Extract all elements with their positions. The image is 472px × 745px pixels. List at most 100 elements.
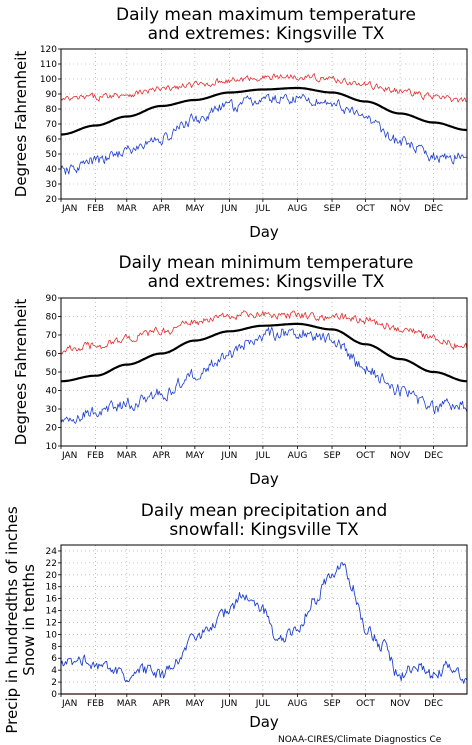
chart-title-line-2: snowfall: Kingsville TX bbox=[169, 520, 359, 540]
x-tick-label: JAN bbox=[61, 699, 77, 709]
y-tick-label: 22 bbox=[46, 559, 57, 569]
x-tick-label: JAN bbox=[61, 204, 77, 214]
y-tick-label: 70 bbox=[46, 120, 58, 130]
x-tick-labels: JAN FEB MAR APR MAY JUN JUL AUG SEP OCT NOV DEC bbox=[60, 446, 443, 461]
y-tick-label: 0 bbox=[51, 690, 57, 700]
x-tick-label: JUL bbox=[255, 204, 270, 214]
x-tick-label: OCT bbox=[356, 451, 375, 461]
plot-frame bbox=[60, 544, 468, 695]
y-tick-label: 10 bbox=[46, 442, 58, 452]
series-lines bbox=[60, 73, 468, 175]
chart-title-line-2: and extremes: Kingsville TX bbox=[148, 24, 385, 44]
x-tick-label: JUN bbox=[220, 204, 237, 214]
chart-title-line-1: Daily mean precipitation and bbox=[141, 501, 388, 521]
y-tick-label: 120 bbox=[40, 45, 57, 55]
x-tick-label: JUL bbox=[255, 699, 270, 709]
y-tick-label: 50 bbox=[46, 368, 58, 378]
x-axis-label: Day bbox=[249, 713, 279, 731]
grid-lines bbox=[61, 545, 467, 694]
y-tick-label: 100 bbox=[40, 75, 57, 85]
x-tick-label: FEB bbox=[87, 699, 104, 709]
y-tick-label: 90 bbox=[46, 294, 58, 304]
x-tick-label: SEP bbox=[324, 204, 341, 214]
y-tick-label: 30 bbox=[46, 180, 58, 190]
x-tick-label: SEP bbox=[324, 699, 341, 709]
panel-min-temperature: Daily mean minimum temperature and extre… bbox=[12, 253, 468, 488]
series-mean-line bbox=[60, 322, 468, 383]
x-tick-label: AUG bbox=[288, 699, 308, 709]
y-tick-label: 80 bbox=[46, 313, 58, 323]
grid-lines bbox=[61, 298, 467, 446]
series-high-line bbox=[60, 310, 468, 355]
y-tick-label: 110 bbox=[40, 60, 57, 70]
y-tick-label: 50 bbox=[46, 150, 58, 160]
y-tick-label: 12 bbox=[46, 618, 57, 628]
y-tick-label: 24 bbox=[46, 547, 58, 557]
y-tick-labels: 20 30 40 50 60 70 80 90 100 110 120 bbox=[40, 45, 61, 205]
panel-max-temperature: Daily mean maximum temperature and extre… bbox=[12, 5, 468, 241]
series-low-line bbox=[60, 326, 468, 424]
x-tick-label: SEP bbox=[324, 451, 341, 461]
series-lines bbox=[60, 310, 468, 424]
x-tick-label: MAY bbox=[185, 699, 204, 709]
y-tick-label: 14 bbox=[46, 607, 58, 617]
y-axis-label-line-2: Snow in tenths bbox=[20, 564, 38, 676]
y-tick-label: 20 bbox=[46, 424, 58, 434]
x-axis-label: Day bbox=[249, 470, 279, 488]
y-tick-label: 80 bbox=[46, 105, 58, 115]
series-mean-line bbox=[60, 86, 467, 136]
series-high-line bbox=[60, 73, 468, 103]
y-tick-label: 2 bbox=[51, 678, 57, 688]
x-axis-label: Day bbox=[249, 223, 279, 241]
series-precip-line bbox=[60, 562, 468, 684]
x-tick-label: APR bbox=[152, 204, 170, 214]
y-tick-label: 8 bbox=[51, 642, 57, 652]
x-tick-label: MAY bbox=[185, 204, 204, 214]
y-tick-labels: 10 20 30 40 50 60 70 80 90 bbox=[46, 294, 61, 452]
x-tick-labels: JAN FEB MAR APR MAY JUN JUL AUG SEP OCT NOV DEC bbox=[60, 199, 443, 214]
y-tick-label: 4 bbox=[51, 666, 57, 676]
x-tick-label: JAN bbox=[61, 451, 77, 461]
x-tick-label: MAR bbox=[117, 451, 137, 461]
y-axis-label: Degrees Fahrenheit bbox=[12, 299, 30, 446]
y-tick-label: 6 bbox=[51, 654, 57, 664]
y-tick-label: 20 bbox=[46, 195, 58, 205]
x-tick-labels: JAN FEB MAR APR MAY JUN JUL AUG SEP OCT NOV DEC bbox=[60, 694, 443, 709]
x-tick-label: JUN bbox=[220, 451, 237, 461]
y-tick-label: 70 bbox=[46, 331, 58, 341]
y-axis-label-line-1: Precip in hundredths of inches bbox=[3, 506, 21, 733]
y-tick-label: 30 bbox=[46, 405, 58, 415]
credit-text: NOAA-CIRES/Climate Diagnostics Ce bbox=[278, 735, 442, 745]
x-tick-label: FEB bbox=[87, 204, 104, 214]
y-tick-label: 10 bbox=[46, 630, 58, 640]
x-tick-label: DEC bbox=[424, 204, 443, 214]
x-tick-label: OCT bbox=[356, 204, 375, 214]
series-lines bbox=[60, 562, 468, 695]
y-axis-label: Degrees Fahrenheit bbox=[12, 51, 30, 198]
y-tick-label: 20 bbox=[46, 571, 58, 581]
x-tick-label: JUN bbox=[220, 699, 237, 709]
y-tick-label: 60 bbox=[46, 350, 58, 360]
x-tick-label: FEB bbox=[87, 451, 104, 461]
y-tick-label: 18 bbox=[46, 583, 58, 593]
chart-title-line-1: Daily mean minimum temperature bbox=[119, 253, 414, 273]
y-tick-label: 16 bbox=[46, 595, 58, 605]
x-tick-label: NOV bbox=[390, 699, 411, 709]
x-tick-label: OCT bbox=[356, 699, 375, 709]
grid-lines bbox=[61, 49, 467, 199]
x-tick-label: APR bbox=[152, 451, 170, 461]
series-low-line bbox=[60, 93, 468, 175]
y-tick-label: 60 bbox=[46, 135, 58, 145]
x-tick-label: MAR bbox=[117, 204, 137, 214]
x-tick-label: AUG bbox=[288, 204, 308, 214]
x-tick-label: MAR bbox=[117, 699, 137, 709]
x-tick-label: NOV bbox=[390, 204, 411, 214]
y-tick-label: 40 bbox=[46, 165, 58, 175]
x-tick-label: MAY bbox=[185, 451, 204, 461]
y-tick-label: 40 bbox=[46, 387, 58, 397]
panel-precipitation: Daily mean precipitation and snowfall: K… bbox=[3, 501, 468, 734]
x-tick-label: DEC bbox=[424, 699, 443, 709]
chart-title-line-2: and extremes: Kingsville TX bbox=[148, 272, 385, 292]
